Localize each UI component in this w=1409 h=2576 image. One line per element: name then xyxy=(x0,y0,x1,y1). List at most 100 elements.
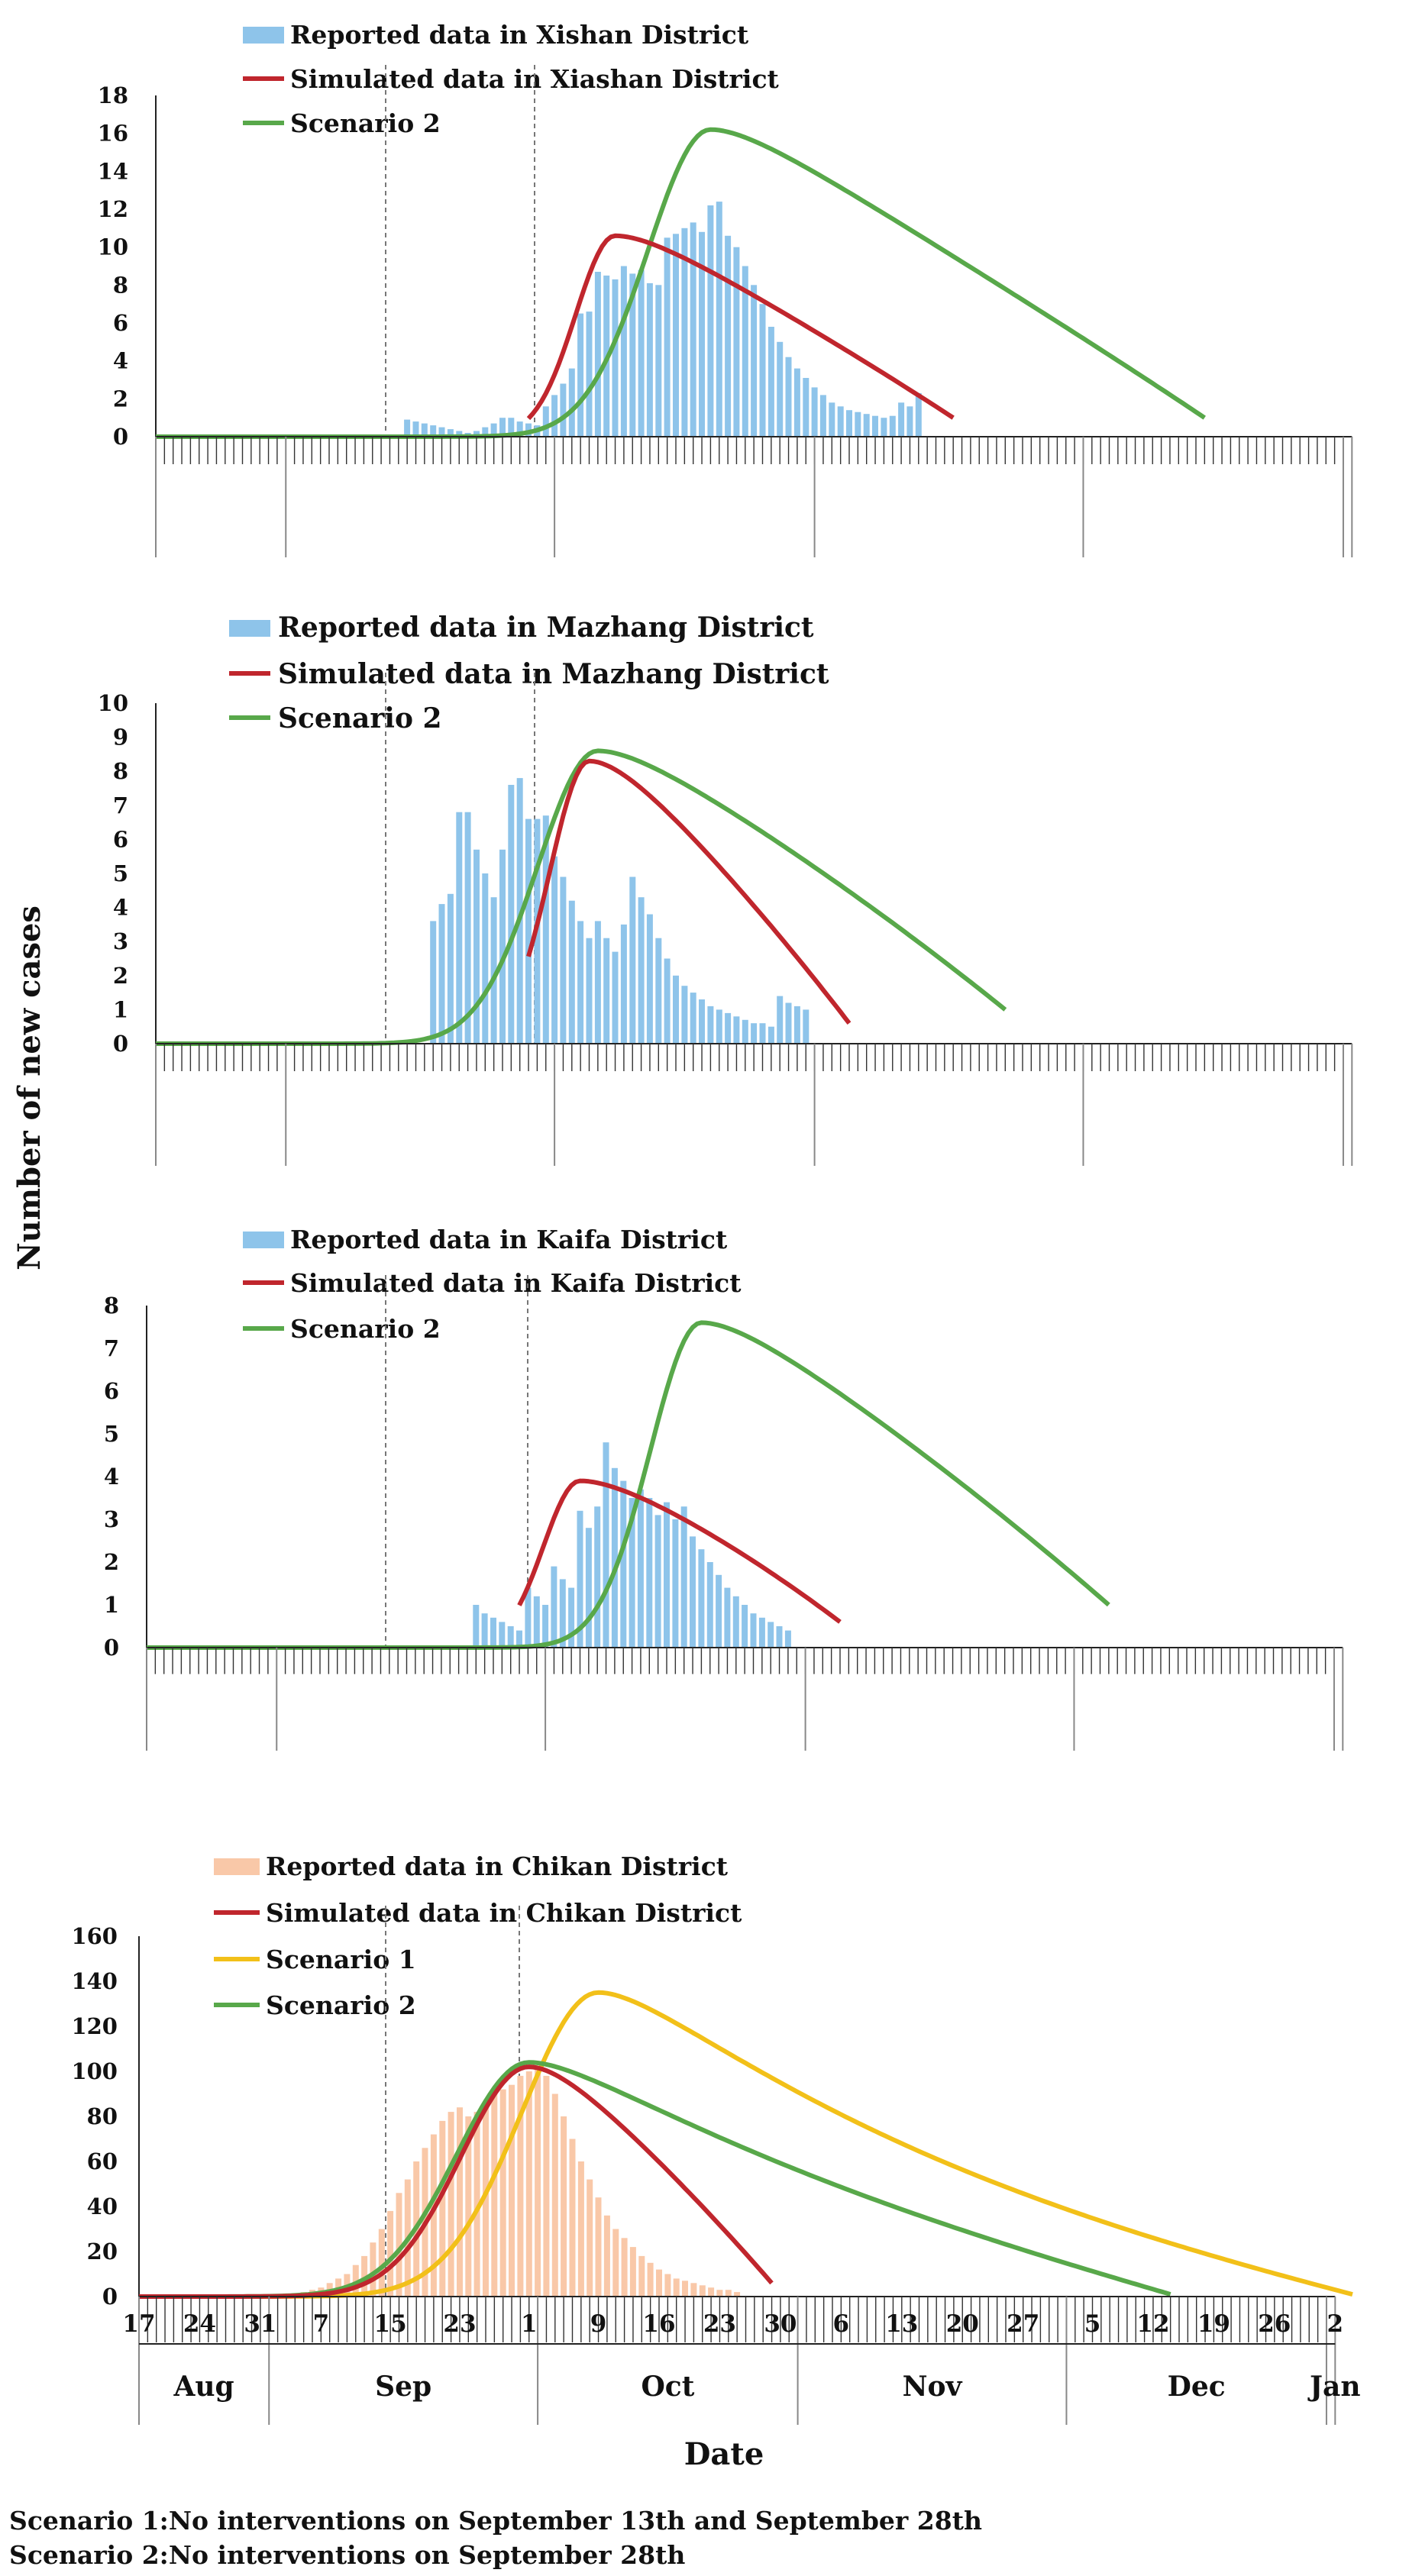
reported-bar xyxy=(499,418,506,437)
reported-bar xyxy=(647,2262,654,2297)
y-tick-label: 1 xyxy=(104,1592,119,1618)
y-axis: 0 1 2 3 4 5 6 7 8 9 10 xyxy=(98,690,157,1057)
reported-bar xyxy=(898,402,905,437)
legend-swatch-reported xyxy=(229,620,270,637)
reported-bar xyxy=(915,392,922,437)
reported-bar xyxy=(473,1605,480,1648)
reported-bar xyxy=(595,2197,602,2297)
reported-bar xyxy=(568,900,575,1044)
reported-bar xyxy=(629,1498,635,1648)
reported-bar xyxy=(837,406,844,437)
y-tick-label: 4 xyxy=(113,895,128,921)
reported-bar xyxy=(751,1023,758,1044)
reported-bar xyxy=(430,425,437,437)
simulated-line xyxy=(139,2064,774,2299)
reported-bar xyxy=(535,2067,541,2297)
y-tick-label: 14 xyxy=(98,158,128,184)
reported-bar xyxy=(698,1549,705,1648)
y-tick-label: 100 xyxy=(71,2058,118,2084)
reported-bar xyxy=(629,2247,636,2297)
y-tick-label: 7 xyxy=(104,1335,119,1361)
reported-bar xyxy=(680,1506,687,1648)
x-tick-label: 24 xyxy=(183,2310,216,2338)
y-axis-title: Number of new cases xyxy=(11,905,47,1270)
y-tick-label: 5 xyxy=(104,1421,119,1447)
reported-bar xyxy=(734,2292,741,2297)
reported-bar xyxy=(612,2229,619,2297)
reported-bar xyxy=(716,2290,723,2297)
y-tick-label: 2 xyxy=(104,1549,119,1575)
x-tick-label: 27 xyxy=(1007,2310,1039,2338)
month-label: Jan xyxy=(1307,2371,1361,2403)
reported-bar xyxy=(637,1489,644,1648)
reported-bar xyxy=(690,222,696,437)
reported-bar xyxy=(525,1587,532,1648)
y-tick-label: 18 xyxy=(98,82,128,108)
chart-panel-mazhang: Reported data in Mazhang District Simula… xyxy=(98,612,1353,1166)
x-tick-label: 9 xyxy=(590,2310,607,2338)
reported-bar xyxy=(457,2107,463,2297)
legend: Reported data in Mazhang District Simula… xyxy=(229,612,829,734)
legend: Reported data in Kaifa District Simulate… xyxy=(243,1225,742,1344)
legend-label-scenario2: Scenario 2 xyxy=(278,702,442,734)
reported-bar xyxy=(559,1579,566,1648)
x-tick-label: 16 xyxy=(642,2310,675,2338)
reported-bar xyxy=(742,266,748,437)
y-tick-label: 0 xyxy=(104,1635,119,1661)
reported-bar xyxy=(716,202,722,437)
reported-bar xyxy=(594,272,601,437)
reported-bar xyxy=(707,1006,714,1044)
legend-label-reported: Reported data in Xishan District xyxy=(290,20,749,50)
reported-bar xyxy=(577,313,584,437)
y-tick-label: 7 xyxy=(113,792,128,818)
reported-bar xyxy=(587,2179,593,2297)
y-tick-label: 6 xyxy=(113,310,128,336)
legend-label-scenario2: Scenario 2 xyxy=(266,1990,416,2020)
reported-bar xyxy=(577,2161,584,2297)
reported-bar xyxy=(620,1480,627,1648)
reported-bar xyxy=(776,1626,783,1648)
reported-bar xyxy=(603,938,610,1044)
reported-bar xyxy=(456,812,463,1044)
x-tick-label: 6 xyxy=(833,2310,850,2338)
reported-bar xyxy=(448,2112,454,2297)
legend-label-simulated: Simulated data in Kaifa District xyxy=(290,1268,742,1298)
plot-area xyxy=(155,65,1353,557)
reported-bar xyxy=(568,1587,575,1648)
x-tick-label: 5 xyxy=(1084,2310,1101,2338)
reported-bar xyxy=(352,2264,359,2297)
reported-bar xyxy=(872,415,878,437)
reported-bar xyxy=(568,368,575,437)
reported-bar xyxy=(561,2116,567,2297)
reported-bar xyxy=(803,1009,810,1044)
legend-label-scenario2: Scenario 2 xyxy=(290,108,441,138)
reported-bar xyxy=(733,247,740,437)
y-tick-label: 10 xyxy=(98,234,128,260)
y-tick-label: 12 xyxy=(98,196,128,222)
reported-bar xyxy=(507,1626,514,1648)
reported-bar xyxy=(699,999,705,1044)
reported-bar xyxy=(725,235,732,437)
chart-panel-kaifa: Reported data in Kaifa District Simulate… xyxy=(104,1225,1344,1751)
y-tick-label: 10 xyxy=(98,690,128,716)
y-tick-label: 1 xyxy=(113,996,128,1022)
reported-bar xyxy=(412,421,419,437)
reported-bar xyxy=(499,849,506,1044)
month-label: Aug xyxy=(173,2371,234,2403)
reported-bar xyxy=(404,419,411,437)
simulated-line xyxy=(526,758,852,1025)
simulated-line xyxy=(526,233,955,421)
reported-bar xyxy=(690,993,696,1044)
reported-bar xyxy=(465,2116,472,2297)
reported-bar xyxy=(759,1023,766,1044)
reported-bar xyxy=(542,1605,549,1648)
x-tick-label: 12 xyxy=(1136,2310,1169,2338)
y-tick-label: 60 xyxy=(87,2148,118,2174)
y-tick-label: 8 xyxy=(113,758,128,784)
reported-bar xyxy=(863,414,870,437)
x-tick-label: 23 xyxy=(443,2310,476,2338)
reported-bar xyxy=(725,1012,732,1044)
reported-bar xyxy=(620,924,627,1044)
reported-bar xyxy=(370,2242,376,2297)
y-tick-label: 9 xyxy=(113,725,128,751)
